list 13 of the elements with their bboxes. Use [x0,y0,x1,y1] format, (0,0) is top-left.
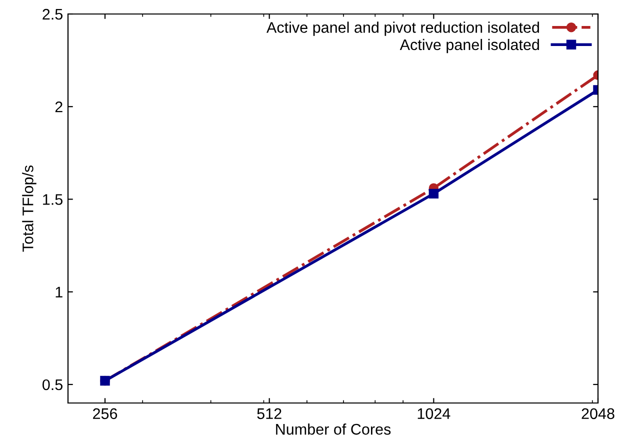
x-tick-label: 1024 [418,408,450,420]
x-tick-label: 2048 [582,408,614,420]
x-tick-label: 512 [257,408,282,420]
y-tick-label: 1 [56,286,62,298]
y-tick-label: 2.5 [42,8,62,20]
legend-label: Active panel isolated [400,38,539,54]
y-tick-label: 2 [55,101,62,112]
y-tick-label: 1.5 [43,194,62,205]
y-axis-title: Total TFlop/s [22,165,36,252]
y-tick-label: 0.5 [42,379,62,390]
x-tick-label: 256 [93,408,118,420]
legend-label: Active panel and pivot reduction isolated [266,22,539,36]
x-axis-title: Number of Cores [276,423,391,435]
